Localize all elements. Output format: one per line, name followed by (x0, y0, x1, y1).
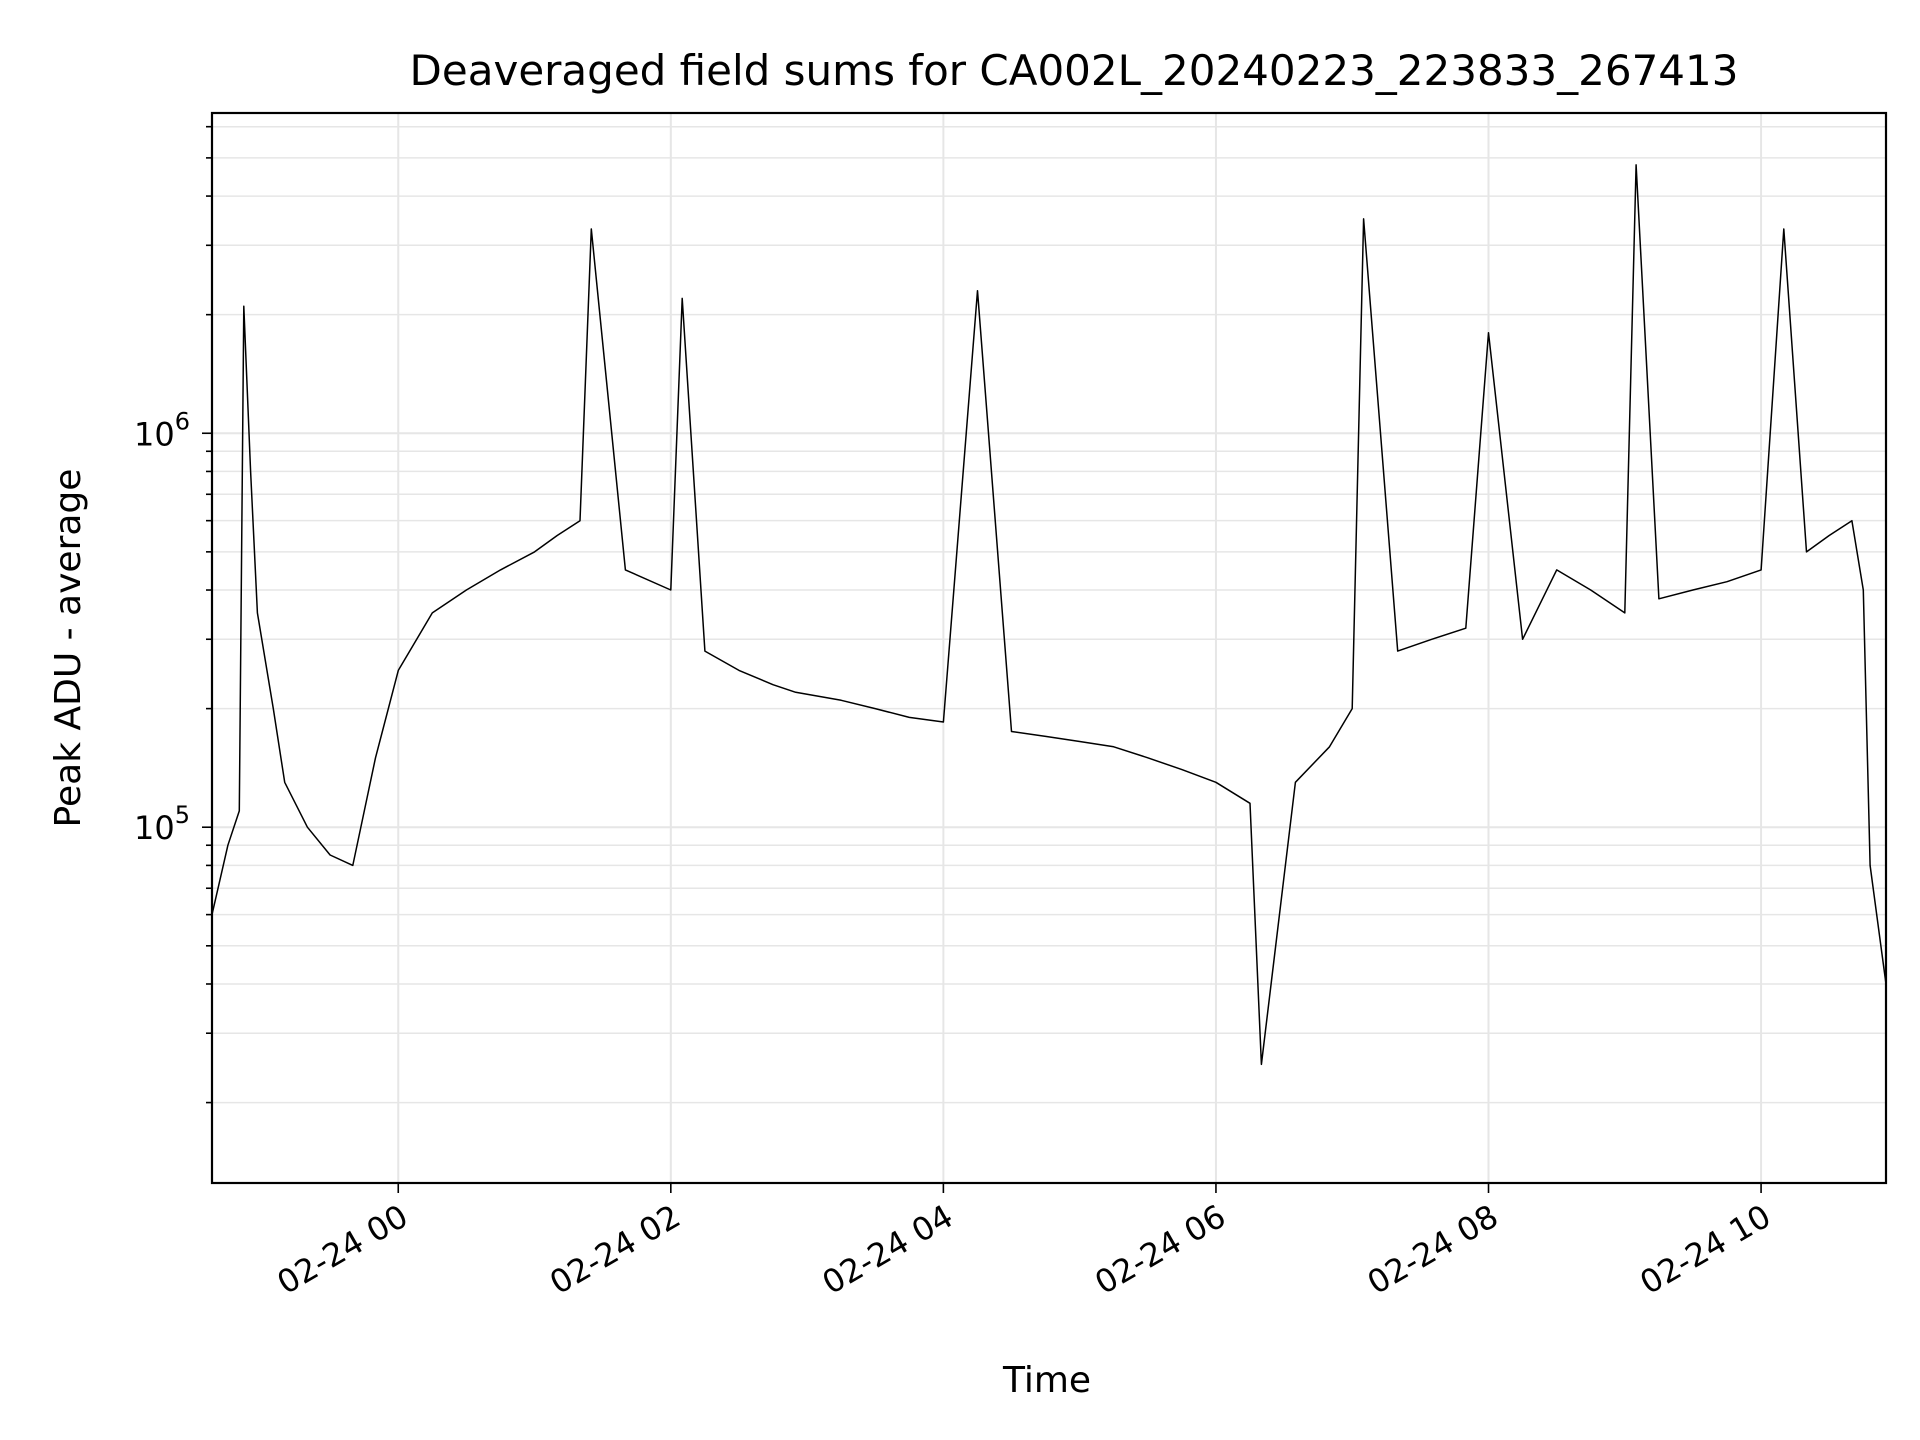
x-axis-label: Time (1002, 1360, 1091, 1401)
grid (212, 113, 1886, 1183)
chart-title: Deaveraged field sums for CA002L_2024022… (410, 46, 1739, 95)
y-tick-label: 105 (134, 801, 190, 847)
series-line-group (211, 164, 1887, 1066)
y-axis-label: Peak ADU - average (48, 469, 89, 828)
series-line (211, 164, 1887, 1066)
plot-frame (210, 111, 1888, 1185)
y-tick-label: 106 (134, 407, 190, 453)
y-axis: 105 106 (134, 125, 212, 1104)
